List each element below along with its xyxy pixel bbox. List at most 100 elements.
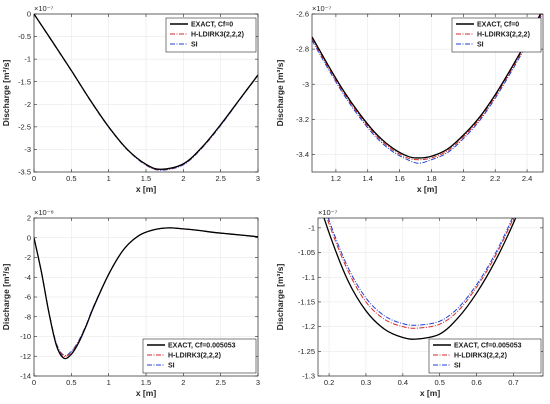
panel-3-xtick-label: 0 bbox=[32, 378, 36, 387]
panel-1-xtick-label: 0 bbox=[32, 174, 36, 183]
panel-4-xtick-label: 0.4 bbox=[398, 378, 408, 387]
panel-3-ytick-label: -4 bbox=[24, 273, 31, 282]
panel-3-y-multiplier: ×10⁻⁸ bbox=[34, 208, 54, 217]
panel-2-y-multiplier: ×10⁻⁷ bbox=[312, 4, 332, 13]
panel-1-ytick-label: -3 bbox=[24, 145, 31, 154]
panel-3-ticks: 0 0.5 1 1.5 2 2.5 3 -14 -12 -10 -8 -6 -4 -2 0 2 bbox=[20, 214, 260, 387]
panel-4-xtick-label: 0.5 bbox=[435, 378, 445, 387]
panel-3-series-exact bbox=[34, 227, 258, 360]
panel-3-xtick-label: 2 bbox=[181, 378, 185, 387]
panel-2-legend-label: SI bbox=[477, 42, 484, 49]
panel-4-ticks: 0.2 0.3 0.4 0.5 0.6 0.7 -1.3 -1.25 -1.2 -1.15 -1.1… bbox=[298, 218, 543, 387]
panel-4-ytick-label: -1.3 bbox=[302, 372, 315, 381]
panel-1-legend-label: H-LDIRK3(2,2,2) bbox=[191, 32, 244, 39]
panel-2-legend-label: H-LDIRK3(2,2,2) bbox=[477, 32, 530, 39]
panel-2-ytick-label: -2.8 bbox=[296, 45, 309, 54]
panel-1-ytick-label: -3.5 bbox=[18, 168, 31, 177]
panel-3-ytick-label: 0 bbox=[27, 233, 31, 242]
panel-3-xtick-label: 2.5 bbox=[215, 378, 225, 387]
panel-2-series-exact bbox=[312, 14, 542, 159]
panel-3-xtick-label: 1.5 bbox=[141, 378, 151, 387]
panel-4-legend-label: EXACT, Cf=0.005053 bbox=[454, 343, 522, 350]
panel-2-ylabel: Discharge [m³/s] bbox=[275, 60, 285, 127]
panel-4-legend-label: H-LDIRK3(2,2,2) bbox=[454, 353, 507, 360]
panel-3-ytick-label: -12 bbox=[20, 352, 31, 361]
panel-3-xtick-label: 3 bbox=[256, 378, 260, 387]
panel-1-ytick-label: 0 bbox=[27, 10, 31, 19]
panel-2-legend: EXACT, Cf=0 H-LDIRK3(2,2,2) SI bbox=[451, 17, 542, 53]
panel-3-ytick-label: 2 bbox=[27, 214, 31, 223]
panel-4-ytick-label: -1.15 bbox=[298, 298, 315, 307]
panel-1-axes-box bbox=[33, 13, 259, 173]
panel-2-xtick-label: 1.8 bbox=[426, 174, 436, 183]
panel-3: 0 0.5 1 1.5 2 2.5 3 -14 -12 -10 -8 -6 -4 -2 0 2 ×10⁻⁸ x… bbox=[1, 208, 260, 398]
panel-1-series-exact bbox=[34, 14, 258, 170]
panel-2-xtick-label: 2.2 bbox=[490, 174, 500, 183]
panel-3-ytick-label: -2 bbox=[24, 253, 31, 262]
panel-4-legend-label: SI bbox=[454, 363, 461, 370]
panel-1-xtick-label: 3 bbox=[256, 174, 260, 183]
panel-3-legend-label: H-LDIRK3(2,2,2) bbox=[168, 353, 221, 360]
panel-4: 0.2 0.3 0.4 0.5 0.6 0.7 -1.3 -1.25 -1.2 -1.15 -1.1… bbox=[275, 208, 544, 398]
panel-4-xtick-label: 0.6 bbox=[471, 378, 481, 387]
panel-2-xlabel: x [m] bbox=[417, 184, 437, 194]
panel-3-ytick-label: -8 bbox=[24, 312, 31, 321]
panel-4-series-hldirk3 bbox=[326, 218, 515, 329]
panel-2-xtick-label: 2.4 bbox=[522, 174, 532, 183]
panel-3-lines bbox=[34, 227, 258, 360]
panel-3-xlabel: x [m] bbox=[136, 388, 156, 398]
panel-1: 0 0.5 1 1.5 2 2.5 3 -3.5 -3 -2.5 -2 -1.5 -1 -0.5 0 ×10… bbox=[1, 4, 260, 194]
panel-4-ytick-label: -1.2 bbox=[302, 322, 315, 331]
panel-1-lines bbox=[34, 14, 258, 171]
panel-2-xtick-label: 2 bbox=[461, 174, 465, 183]
panel-1-ytick-label: -2 bbox=[24, 100, 31, 109]
panel-2-ytick-label: -3.2 bbox=[296, 115, 309, 124]
panel-1-ticks: 0 0.5 1 1.5 2 2.5 3 -3.5 -3 -2.5 -2 -1.5 -1 -0.5 0 bbox=[18, 10, 260, 183]
panel-4-series-si bbox=[327, 218, 513, 326]
panel-1-ytick-label: -1 bbox=[24, 55, 31, 64]
panel-4-legend: EXACT, Cf=0.005053 H-LDIRK3(2,2,2) SI bbox=[428, 338, 542, 374]
panel-2-series-hldirk3 bbox=[312, 14, 542, 161]
panel-2-ytick-label: -3.4 bbox=[296, 150, 309, 159]
panel-3-xtick-label: 0.5 bbox=[66, 378, 76, 387]
panel-4-xtick-label: 0.3 bbox=[361, 378, 371, 387]
panel-2-ytick-label: -3 bbox=[302, 80, 309, 89]
panel-4-ytick-label: -1 bbox=[308, 223, 315, 232]
panel-1-ytick-label: -2.5 bbox=[18, 122, 31, 131]
panel-4-y-multiplier: ×10⁻⁷ bbox=[318, 208, 338, 217]
panel-4-ytick-label: -1.1 bbox=[302, 273, 315, 282]
panel-1-xlabel: x [m] bbox=[136, 184, 156, 194]
panel-3-legend-label: SI bbox=[168, 363, 175, 370]
panel-4-lines bbox=[323, 218, 517, 340]
panel-1-xtick-label: 2 bbox=[181, 174, 185, 183]
panel-2-ytick-label: -2.6 bbox=[296, 10, 309, 19]
panel-3-ytick-label: -10 bbox=[20, 332, 31, 341]
panel-2-xtick-label: 1.2 bbox=[331, 174, 341, 183]
panel-1-legend-label: SI bbox=[191, 42, 198, 49]
panel-4-xtick-label: 0.2 bbox=[324, 378, 334, 387]
panel-2-axes-box bbox=[311, 13, 544, 173]
panel-1-xtick-label: 0.5 bbox=[66, 174, 76, 183]
panel-2-ticks: 1.2 1.4 1.6 1.8 2 2.2 2.4 -3.4 -3.2 -3 -2.8 -2.6 bbox=[296, 10, 543, 183]
panel-3-axes-box bbox=[33, 217, 259, 377]
panel-3-ytick-label: -14 bbox=[20, 372, 31, 381]
panel-4-axes-box bbox=[317, 217, 544, 377]
panel-2: 1.2 1.4 1.6 1.8 2 2.2 2.4 -3.4 -3.2 -3 -2.8 -2.6 ×1… bbox=[275, 4, 544, 194]
panel-4-series-exact bbox=[323, 218, 517, 340]
panel-1-xtick-label: 1 bbox=[107, 174, 111, 183]
panel-3-legend-label: EXACT, Cf=0.005053 bbox=[168, 343, 236, 350]
panel-1-legend: EXACT, Cf=0 H-LDIRK3(2,2,2) SI bbox=[165, 17, 257, 53]
panel-2-xtick-label: 1.4 bbox=[363, 174, 373, 183]
panel-1-y-multiplier: ×10⁻⁷ bbox=[34, 4, 54, 13]
panel-2-series-si bbox=[312, 14, 543, 164]
panel-2-legend-label: EXACT, Cf=0 bbox=[477, 22, 519, 29]
panel-4-ytick-label: -1.25 bbox=[298, 347, 315, 356]
panel-3-ytick-label: -6 bbox=[24, 293, 31, 302]
panel-4-xlabel: x [m] bbox=[420, 388, 440, 398]
panel-1-legend-label: EXACT, Cf=0 bbox=[191, 22, 233, 29]
panel-4-ylabel: Discharge [m³/s] bbox=[275, 264, 285, 331]
panel-3-ylabel: Discharge [m³/s] bbox=[1, 264, 11, 331]
panel-2-xtick-label: 1.6 bbox=[394, 174, 404, 183]
panel-4-ytick-label: -1.05 bbox=[298, 248, 315, 257]
